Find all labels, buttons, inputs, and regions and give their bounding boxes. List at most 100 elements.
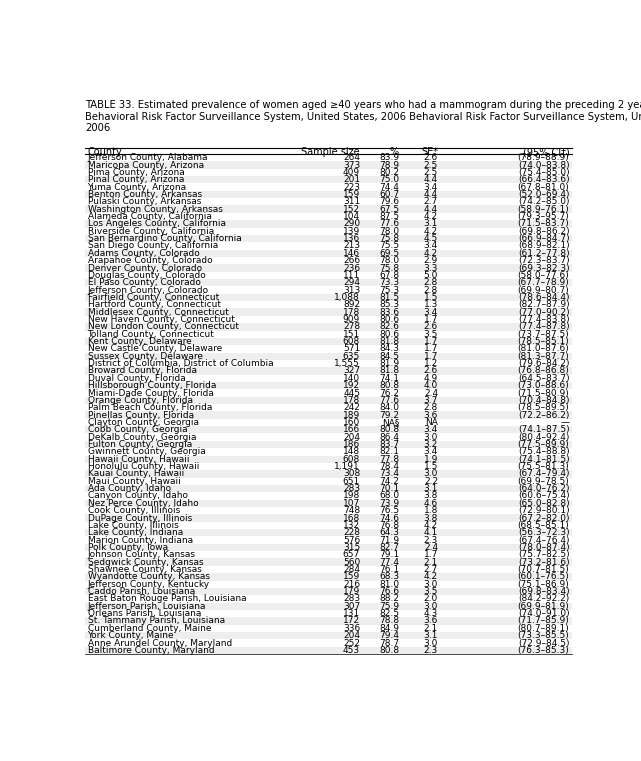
Text: Jefferson County, Kentucky: Jefferson County, Kentucky: [88, 580, 210, 589]
Text: 252: 252: [343, 638, 360, 648]
Text: (67.4–76.4): (67.4–76.4): [518, 536, 569, 545]
Text: 67.5: 67.5: [379, 205, 399, 214]
Text: 313: 313: [343, 285, 360, 295]
Text: 189: 189: [343, 411, 360, 419]
Text: Arapahoe County, Colorado: Arapahoe County, Colorado: [88, 256, 212, 265]
Text: 204: 204: [343, 433, 360, 441]
Text: 4.4: 4.4: [424, 190, 438, 199]
Text: 2.1: 2.1: [424, 558, 438, 567]
Text: New Haven County, Connecticut: New Haven County, Connecticut: [88, 315, 235, 324]
Text: (73.0–88.6): (73.0–88.6): [518, 381, 569, 390]
Text: Lake County, Indiana: Lake County, Indiana: [88, 528, 183, 537]
Text: 81.0: 81.0: [379, 580, 399, 589]
Text: Hawaii County, Hawaii: Hawaii County, Hawaii: [88, 455, 189, 463]
Text: 74.1: 74.1: [379, 374, 399, 383]
Text: Orange County, Florida: Orange County, Florida: [88, 396, 192, 405]
Text: 3.5: 3.5: [424, 587, 438, 596]
Text: Baltimore County, Maryland: Baltimore County, Maryland: [88, 646, 214, 655]
Text: 1.7: 1.7: [424, 315, 438, 324]
Text: (69.8–83.4): (69.8–83.4): [518, 587, 569, 596]
Text: 198: 198: [343, 492, 360, 501]
Text: St. Tammany Parish, Louisiana: St. Tammany Parish, Louisiana: [88, 616, 225, 626]
Text: 67.8: 67.8: [379, 271, 399, 280]
FancyBboxPatch shape: [85, 573, 572, 581]
FancyBboxPatch shape: [85, 205, 572, 213]
Text: 76.2: 76.2: [379, 389, 399, 397]
Text: (75.7–82.5): (75.7–82.5): [518, 550, 569, 559]
Text: 81.8: 81.8: [379, 337, 399, 346]
Text: 178: 178: [343, 396, 360, 405]
Text: 2.7: 2.7: [424, 197, 438, 206]
Text: 283: 283: [343, 484, 360, 493]
Text: 308: 308: [343, 470, 360, 479]
Text: 148: 148: [343, 447, 360, 457]
Text: Hillsborough County, Florida: Hillsborough County, Florida: [88, 381, 216, 390]
Text: (81.0–87.6): (81.0–87.6): [518, 345, 569, 353]
Text: 104: 104: [343, 212, 360, 221]
Text: (75.4–88.8): (75.4–88.8): [518, 447, 569, 457]
Text: 204: 204: [343, 631, 360, 640]
Text: 284: 284: [343, 565, 360, 574]
Text: 315: 315: [343, 543, 360, 552]
Text: Fairfield County, Connecticut: Fairfield County, Connecticut: [88, 293, 219, 302]
Text: (72.2–86.2): (72.2–86.2): [518, 411, 569, 419]
FancyBboxPatch shape: [85, 294, 572, 301]
Text: (81.3–87.7): (81.3–87.7): [518, 352, 569, 361]
Text: 3.1: 3.1: [424, 484, 438, 493]
Text: 78.7: 78.7: [379, 638, 399, 648]
Text: NA§: NA§: [381, 418, 399, 427]
Text: 213: 213: [343, 241, 360, 250]
Text: (75.1–86.9): (75.1–86.9): [518, 580, 569, 589]
Text: 3.0: 3.0: [424, 470, 438, 479]
Text: (73.3–85.5): (73.3–85.5): [518, 631, 569, 640]
Text: (69.8–86.2): (69.8–86.2): [518, 227, 569, 236]
Text: Maui County, Hawaii: Maui County, Hawaii: [88, 477, 180, 486]
Text: 75.5: 75.5: [379, 241, 399, 250]
Text: 2.6: 2.6: [424, 367, 438, 375]
Text: DeKalb County, Georgia: DeKalb County, Georgia: [88, 433, 196, 441]
Text: 336: 336: [343, 624, 360, 633]
Text: Miami-Dade County, Florida: Miami-Dade County, Florida: [88, 389, 213, 397]
Text: 608: 608: [343, 455, 360, 463]
Text: 748: 748: [343, 506, 360, 515]
Text: 75.8: 75.8: [379, 263, 399, 272]
Text: 74.2: 74.2: [379, 477, 399, 486]
Text: 79.2: 79.2: [379, 411, 399, 419]
Text: (52.0–69.4): (52.0–69.4): [518, 190, 569, 199]
Text: 77.8: 77.8: [379, 455, 399, 463]
FancyBboxPatch shape: [85, 308, 572, 316]
Text: 77.6: 77.6: [379, 219, 399, 228]
Text: 4.5: 4.5: [424, 234, 438, 243]
Text: (77.0–90.2): (77.0–90.2): [518, 307, 569, 317]
Text: Yuma County, Arizona: Yuma County, Arizona: [88, 183, 187, 192]
Text: 82.1: 82.1: [379, 447, 399, 457]
Text: 75.3: 75.3: [379, 285, 399, 295]
FancyBboxPatch shape: [85, 264, 572, 272]
Text: (60.1–76.5): (60.1–76.5): [518, 572, 569, 581]
FancyBboxPatch shape: [85, 220, 572, 228]
Text: 80.6: 80.6: [379, 315, 399, 324]
Text: 1,088: 1,088: [335, 293, 360, 302]
Text: Tolland County, Connecticut: Tolland County, Connecticut: [88, 330, 215, 339]
Text: 3.4: 3.4: [424, 307, 438, 317]
Text: Duval County, Florida: Duval County, Florida: [88, 374, 185, 383]
Text: 294: 294: [343, 279, 360, 287]
Text: 3.1: 3.1: [424, 219, 438, 228]
Text: Jefferson County, Alabama: Jefferson County, Alabama: [88, 153, 208, 162]
Text: 139: 139: [343, 227, 360, 236]
Text: 216: 216: [343, 580, 360, 589]
Text: 74.6: 74.6: [379, 514, 399, 523]
FancyBboxPatch shape: [85, 456, 572, 463]
Text: (69.9–80.7): (69.9–80.7): [518, 285, 569, 295]
Text: Cook County, Illinois: Cook County, Illinois: [88, 506, 180, 515]
Text: (72.9–84.5): (72.9–84.5): [518, 638, 569, 648]
Text: 2.8: 2.8: [424, 403, 438, 412]
Text: 68.0: 68.0: [379, 492, 399, 501]
Text: 77.6: 77.6: [379, 396, 399, 405]
Text: 2.3: 2.3: [424, 536, 438, 545]
Text: (84.2–92.2): (84.2–92.2): [518, 594, 569, 603]
Text: 3.8: 3.8: [424, 514, 438, 523]
Text: 560: 560: [343, 558, 360, 567]
Text: (71.5–83.7): (71.5–83.7): [518, 219, 569, 228]
Text: TABLE 33. Estimated prevalence of women aged ≥40 years who had a mammogram durin: TABLE 33. Estimated prevalence of women …: [85, 100, 641, 133]
